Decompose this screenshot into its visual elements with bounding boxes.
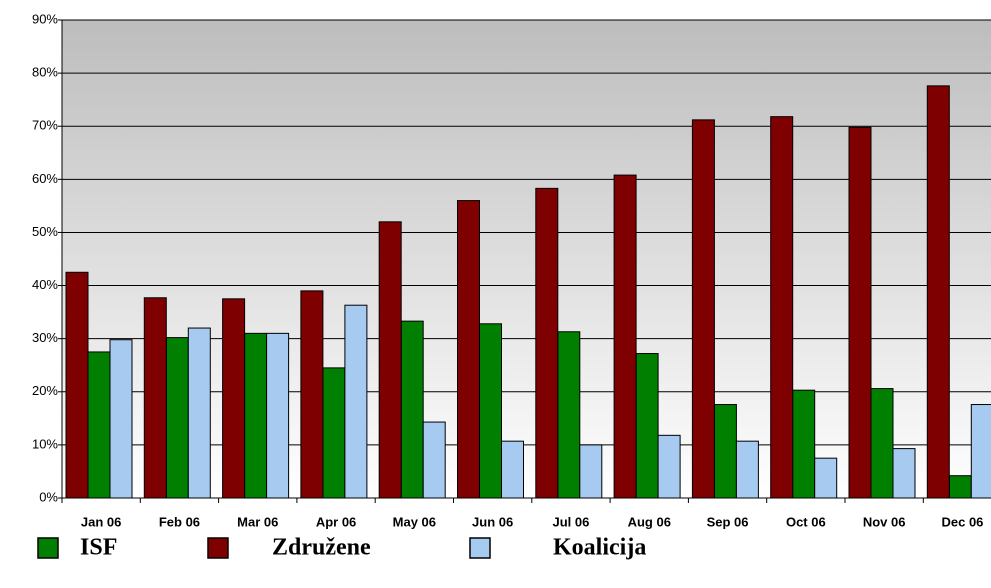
bar [535, 187, 559, 499]
legend-label: Združene [272, 535, 371, 561]
bar [814, 457, 838, 499]
y-tick-label: 70% [32, 118, 58, 133]
y-tick-label: 0% [39, 489, 58, 504]
bar [870, 388, 894, 499]
x-tick-label: Jun 06 [472, 514, 513, 529]
legend-label: Koalicija [553, 535, 646, 561]
bar [792, 389, 816, 499]
y-tick-label: 40% [32, 277, 58, 292]
bar [187, 327, 211, 499]
bar [735, 440, 759, 499]
bar [579, 444, 603, 499]
bar [222, 298, 246, 499]
bar [457, 200, 480, 499]
y-tick-label: 20% [32, 383, 58, 398]
bar [400, 320, 424, 499]
y-tick-label: 80% [32, 65, 58, 80]
bar [892, 448, 916, 499]
bar [479, 323, 502, 499]
bar [266, 332, 290, 499]
x-tick-label: Sep 06 [707, 514, 749, 529]
x-tick-label: Dec 06 [941, 514, 983, 529]
x-tick-label: Nov 06 [863, 514, 906, 529]
x-tick-label: Jul 06 [553, 514, 590, 529]
x-tick-label: Mar 06 [237, 514, 278, 529]
x-tick-label: Aug 06 [628, 514, 671, 529]
y-tick-label: 30% [32, 330, 58, 345]
bar [87, 351, 111, 499]
bar [300, 290, 324, 499]
x-tick-label: May 06 [393, 514, 436, 529]
x-tick-label: Feb 06 [159, 514, 200, 529]
bar [322, 367, 346, 499]
y-tick-label: 50% [32, 224, 58, 239]
bar [948, 475, 972, 499]
bar [344, 304, 368, 499]
legend-swatch [37, 537, 59, 559]
x-tick-label: Oct 06 [786, 514, 826, 529]
y-tick-label: 10% [32, 436, 58, 451]
plot-area [62, 20, 991, 498]
bar [501, 440, 524, 499]
bar [848, 126, 872, 499]
bar [244, 332, 268, 499]
bar [926, 85, 950, 499]
bar [970, 404, 991, 499]
bar [378, 221, 402, 499]
y-tick-label: 60% [32, 171, 58, 186]
bar [770, 116, 794, 499]
bar [165, 337, 189, 499]
bar [635, 353, 659, 499]
bar [109, 339, 133, 499]
bar [713, 404, 737, 499]
bar [557, 331, 581, 499]
bar [691, 119, 715, 499]
bar [657, 434, 681, 499]
legend-label: ISF [80, 535, 117, 561]
y-tick-label: 90% [32, 11, 58, 26]
legend-swatch [469, 537, 491, 559]
bar [422, 421, 446, 499]
bar [143, 297, 167, 499]
x-tick-label: Jan 06 [81, 514, 121, 529]
bar [613, 174, 637, 499]
legend-swatch [207, 537, 229, 559]
x-tick-label: Apr 06 [316, 514, 356, 529]
bar [65, 271, 89, 499]
